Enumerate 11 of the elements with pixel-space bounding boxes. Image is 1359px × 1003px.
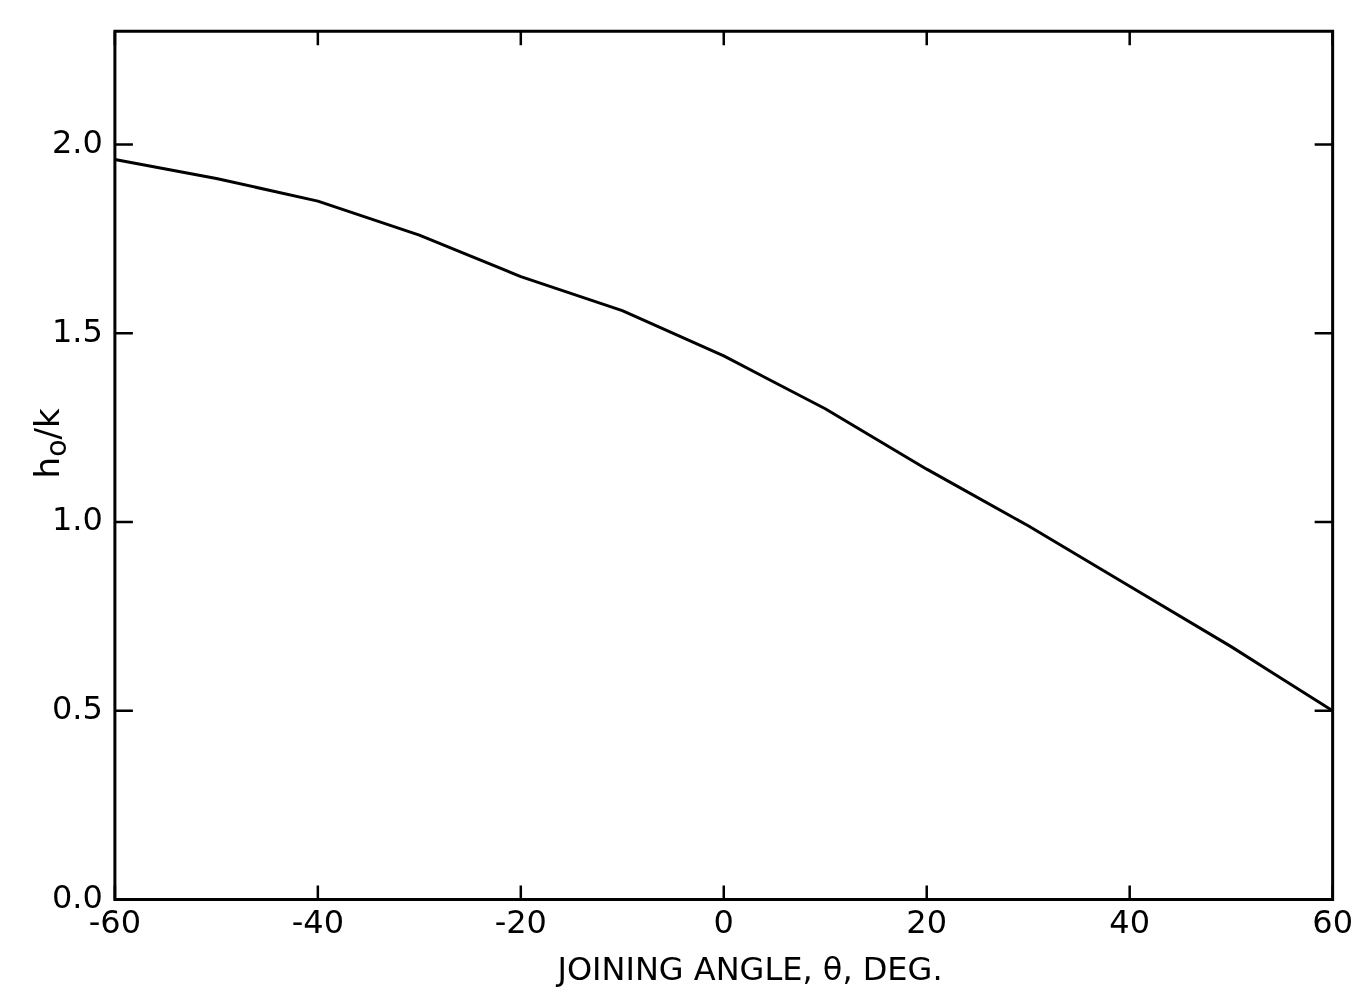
x-tick-label: 60	[1312, 903, 1353, 942]
y-tick-label: 1.5	[52, 311, 103, 350]
x-tick-label: -20	[494, 903, 547, 942]
y-tick-label: 0.5	[52, 689, 103, 728]
x-tick-label: 20	[906, 903, 948, 942]
x-tick-label: 40	[1109, 903, 1151, 942]
x-tick-label: 0	[713, 903, 734, 942]
y-tick-label: 1.0	[52, 500, 103, 539]
x-tick-label: -40	[291, 903, 344, 942]
y-tick-label: 2.0	[52, 122, 103, 161]
x-axis-title: JOINING ANGLE, θ, DEG.	[554, 950, 944, 988]
